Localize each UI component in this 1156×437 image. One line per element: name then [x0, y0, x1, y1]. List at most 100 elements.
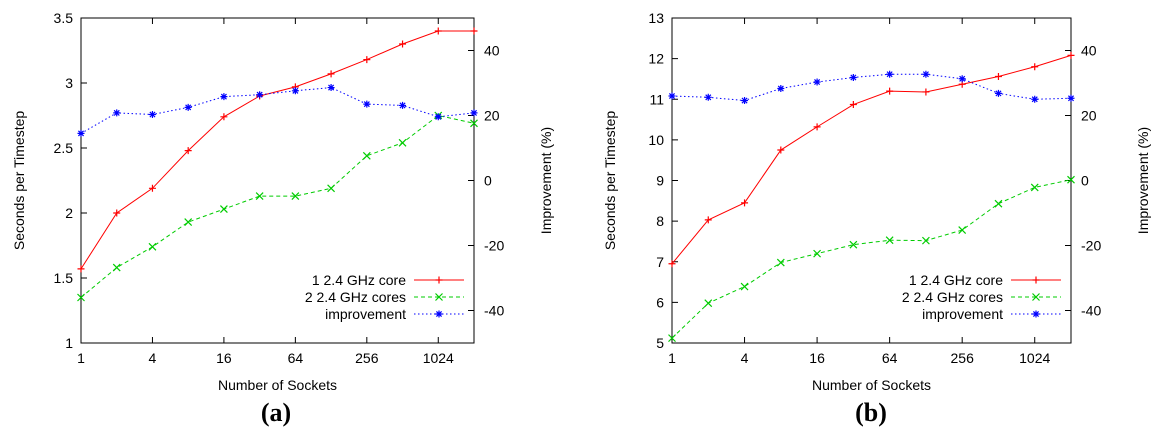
x-tick-label: 16 [809, 350, 825, 366]
y-tick-label: 6 [656, 294, 664, 310]
data-point [148, 111, 156, 119]
data-point [398, 138, 407, 147]
series-line [80, 87, 475, 134]
y-tick-label: 5 [656, 335, 664, 351]
data-point [184, 147, 192, 155]
data-point [994, 199, 1003, 208]
data-point [849, 73, 857, 81]
legend-marker [1032, 293, 1040, 301]
y-tick-label: 7 [656, 254, 664, 270]
data-point [958, 75, 966, 83]
data-point [741, 97, 749, 105]
data-point [327, 184, 336, 193]
y-tick-label: 8 [656, 213, 664, 229]
x-tick-label: 64 [288, 350, 304, 366]
y2-axis-label: Improvement (%) [1135, 127, 1151, 234]
data-point [776, 258, 785, 267]
data-point [327, 84, 335, 92]
data-point [813, 123, 821, 131]
data-point [184, 103, 192, 111]
y2-tick-label: -20 [484, 238, 504, 254]
x-tick-label: 64 [882, 350, 898, 366]
y-tick-label: 12 [648, 51, 664, 67]
y2-tick-label: -40 [1081, 303, 1101, 319]
data-point [1067, 175, 1075, 184]
data-point [256, 91, 264, 99]
x-tick-label: 1 [77, 350, 85, 366]
x-axis-label: Number of Sockets [218, 377, 337, 393]
series-line [80, 30, 474, 270]
data-point [921, 236, 930, 245]
data-point [704, 299, 713, 308]
data-point [958, 226, 967, 234]
data-point [399, 101, 407, 109]
chart-panel-2: 1 4 16 64 256 1024 5 6 7 8 9 10 11 12 13 -40 -20 0 20 40 Num… [602, 10, 1151, 393]
data-point [399, 40, 407, 48]
legend-marker [435, 293, 443, 301]
data-point [184, 218, 193, 227]
data-point [886, 70, 894, 78]
y2-tick-label: 0 [1081, 173, 1089, 189]
data-point [1030, 183, 1039, 192]
data-point [1067, 51, 1075, 59]
chart-panel-1: 1 4 16 64 256 1024 1 1.5 2 2.5 3 3.5 -40 -20 0 20 40 Numb… [11, 10, 554, 393]
y-axis-label: Seconds per Timestep [602, 111, 618, 251]
data-point [849, 101, 857, 109]
data-point [849, 240, 858, 249]
y2-tick-label: -40 [484, 303, 504, 319]
data-point [813, 249, 822, 258]
series-3 [668, 70, 1075, 105]
data-point [77, 265, 85, 273]
data-point [668, 92, 676, 100]
y-tick-label: 11 [649, 91, 664, 107]
data-point [922, 70, 930, 78]
data-point [994, 73, 1002, 80]
x-tick-label: 1 [668, 350, 676, 366]
data-point [741, 199, 749, 207]
y2-tick-label: 20 [484, 108, 500, 124]
panel-caption: (b) [855, 398, 887, 427]
data-point [668, 334, 676, 343]
data-point [668, 260, 676, 268]
data-point [922, 88, 930, 96]
y2-tick-label: 20 [1081, 108, 1097, 124]
series-line [671, 179, 1072, 339]
y-tick-label: 10 [648, 132, 664, 148]
y-tick-label: 13 [648, 10, 664, 26]
plot-frame [80, 17, 475, 344]
y-axis-label: Seconds per Timestep [11, 111, 27, 251]
data-point [994, 89, 1002, 97]
data-point [363, 56, 371, 64]
x-tick-label: 4 [741, 350, 749, 366]
data-point [740, 282, 749, 291]
data-point [704, 216, 712, 224]
data-point [362, 151, 371, 160]
data-point [327, 70, 335, 78]
data-point [113, 109, 121, 117]
data-point [219, 205, 228, 214]
data-point [470, 119, 478, 128]
legend-marker [435, 310, 443, 318]
data-point [77, 293, 85, 302]
x-tick-label: 16 [216, 350, 232, 366]
y-tick-label: 3 [65, 75, 73, 91]
legend-label: improvement [922, 306, 1003, 322]
data-point [1031, 63, 1039, 71]
legend-marker [1032, 310, 1040, 318]
data-point [885, 236, 894, 245]
x-axis-label: Number of Sockets [812, 377, 931, 393]
y2-tick-label: -20 [1081, 238, 1101, 254]
data-point [470, 27, 478, 35]
y2-axis-label: Improvement (%) [538, 127, 554, 234]
x-tick-label: 1024 [423, 350, 454, 366]
y2-tick-label: 0 [484, 173, 492, 189]
data-point [148, 184, 156, 192]
series-2 [77, 111, 478, 302]
series-2 [668, 175, 1075, 343]
x-tick-label: 256 [951, 350, 975, 366]
series-line [671, 54, 1072, 265]
legend-label: 2 2.4 GHz cores [305, 289, 406, 305]
